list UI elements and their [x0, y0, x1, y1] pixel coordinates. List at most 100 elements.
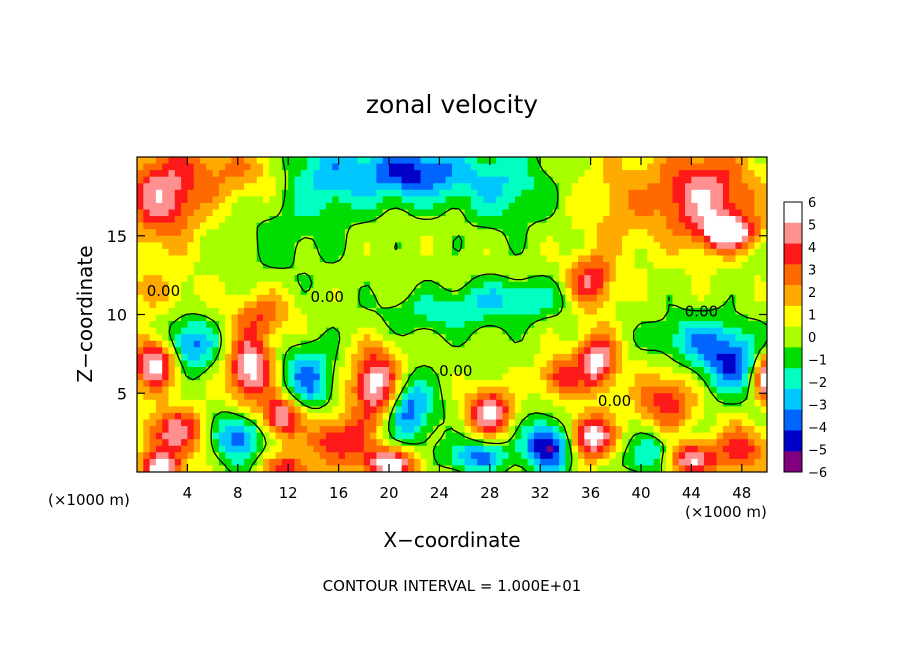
heatmap-cell	[237, 242, 245, 250]
heatmap-cell	[735, 353, 743, 362]
heatmap-cell	[515, 255, 522, 263]
heatmap-cell	[351, 294, 359, 302]
heatmap-cell	[433, 222, 440, 230]
heatmap-cell	[622, 399, 629, 407]
heatmap-cell	[716, 360, 724, 368]
heatmap-cell	[307, 307, 314, 316]
heatmap-cell	[678, 347, 686, 355]
heatmap-cell	[307, 314, 314, 322]
heatmap-cell	[546, 301, 554, 309]
heatmap-cell	[666, 248, 674, 257]
heatmap-cell	[546, 189, 554, 197]
heatmap-cell	[237, 275, 245, 283]
heatmap-cell	[244, 248, 251, 257]
heatmap-cell	[445, 157, 453, 165]
heatmap-cell	[363, 386, 371, 394]
heatmap-cell	[527, 386, 535, 394]
heatmap-cell	[256, 360, 264, 368]
heatmap-cell	[496, 445, 503, 453]
heatmap-cell	[691, 386, 699, 394]
heatmap-cell	[628, 465, 636, 472]
heatmap-cell	[477, 183, 485, 191]
heatmap-cell	[678, 399, 686, 407]
heatmap-cell	[678, 353, 686, 362]
heatmap-cell	[741, 170, 749, 178]
heatmap-cell	[716, 465, 724, 472]
heatmap-cell	[168, 367, 176, 375]
heatmap-cell	[546, 458, 554, 467]
heatmap-cell	[200, 196, 207, 204]
heatmap-cell	[527, 262, 535, 270]
heatmap-cell	[326, 281, 333, 289]
heatmap-cell	[200, 340, 207, 348]
heatmap-cell	[281, 393, 289, 401]
heatmap-cell	[559, 307, 566, 316]
heatmap-cell	[225, 202, 233, 211]
heatmap-cell	[338, 288, 346, 296]
heatmap-cell	[250, 360, 258, 368]
heatmap-cell	[370, 307, 377, 316]
heatmap-cell	[666, 327, 674, 335]
heatmap-cell	[187, 347, 195, 355]
heatmap-cell	[187, 183, 195, 191]
heatmap-cell	[760, 432, 767, 440]
heatmap-cell	[489, 255, 497, 263]
heatmap-cell	[678, 157, 686, 165]
heatmap-cell	[603, 196, 611, 204]
heatmap-cell	[603, 242, 611, 250]
heatmap-cell	[344, 196, 352, 204]
heatmap-cell	[332, 360, 340, 368]
heatmap-cell	[407, 157, 415, 165]
heatmap-cell	[697, 301, 705, 309]
heatmap-cell	[470, 189, 478, 197]
heatmap-cell	[231, 196, 239, 204]
heatmap-cell	[395, 222, 403, 230]
heatmap-cell	[622, 196, 629, 204]
heatmap-cell	[389, 176, 396, 184]
heatmap-cell	[760, 301, 767, 309]
heatmap-cell	[439, 458, 447, 467]
heatmap-cell	[143, 465, 151, 472]
heatmap-cell	[760, 163, 767, 171]
heatmap-cell	[288, 380, 296, 388]
heatmap-cell	[275, 163, 283, 171]
heatmap-cell	[168, 445, 176, 453]
heatmap-cell	[710, 307, 718, 316]
heatmap-cell	[137, 248, 144, 257]
heatmap-cell	[722, 367, 730, 375]
heatmap-cell	[344, 367, 352, 375]
heatmap-cell	[206, 288, 214, 296]
heatmap-cell	[760, 426, 767, 434]
heatmap-cell	[250, 294, 258, 302]
heatmap-cell	[489, 176, 497, 184]
heatmap-cell	[647, 216, 655, 224]
heatmap-cell	[678, 458, 686, 467]
heatmap-cell	[237, 196, 245, 204]
heatmap-cell	[502, 432, 510, 440]
heatmap-cell	[174, 340, 182, 348]
heatmap-cell	[294, 183, 302, 191]
heatmap-cell	[704, 393, 711, 401]
heatmap-cell	[685, 242, 692, 250]
heatmap-cell	[357, 222, 365, 230]
heatmap-cell	[477, 216, 485, 224]
heatmap-cell	[439, 288, 447, 296]
heatmap-cell	[414, 347, 422, 355]
heatmap-cell	[596, 235, 604, 243]
heatmap-cell	[527, 380, 535, 388]
heatmap-cell	[634, 458, 642, 467]
heatmap-cell	[351, 380, 359, 388]
heatmap-cell	[439, 176, 447, 184]
heatmap-cell	[218, 242, 226, 250]
heatmap-cell	[685, 301, 692, 309]
heatmap-cell	[181, 399, 188, 407]
heatmap-cell	[256, 216, 264, 224]
heatmap-cell	[653, 268, 661, 276]
heatmap-cell	[300, 406, 308, 414]
heatmap-cell	[212, 426, 220, 434]
heatmap-cell	[458, 189, 466, 197]
heatmap-cell	[275, 248, 283, 257]
heatmap-cell	[256, 327, 264, 335]
heatmap-cell	[540, 255, 548, 263]
heatmap-cell	[401, 327, 409, 335]
